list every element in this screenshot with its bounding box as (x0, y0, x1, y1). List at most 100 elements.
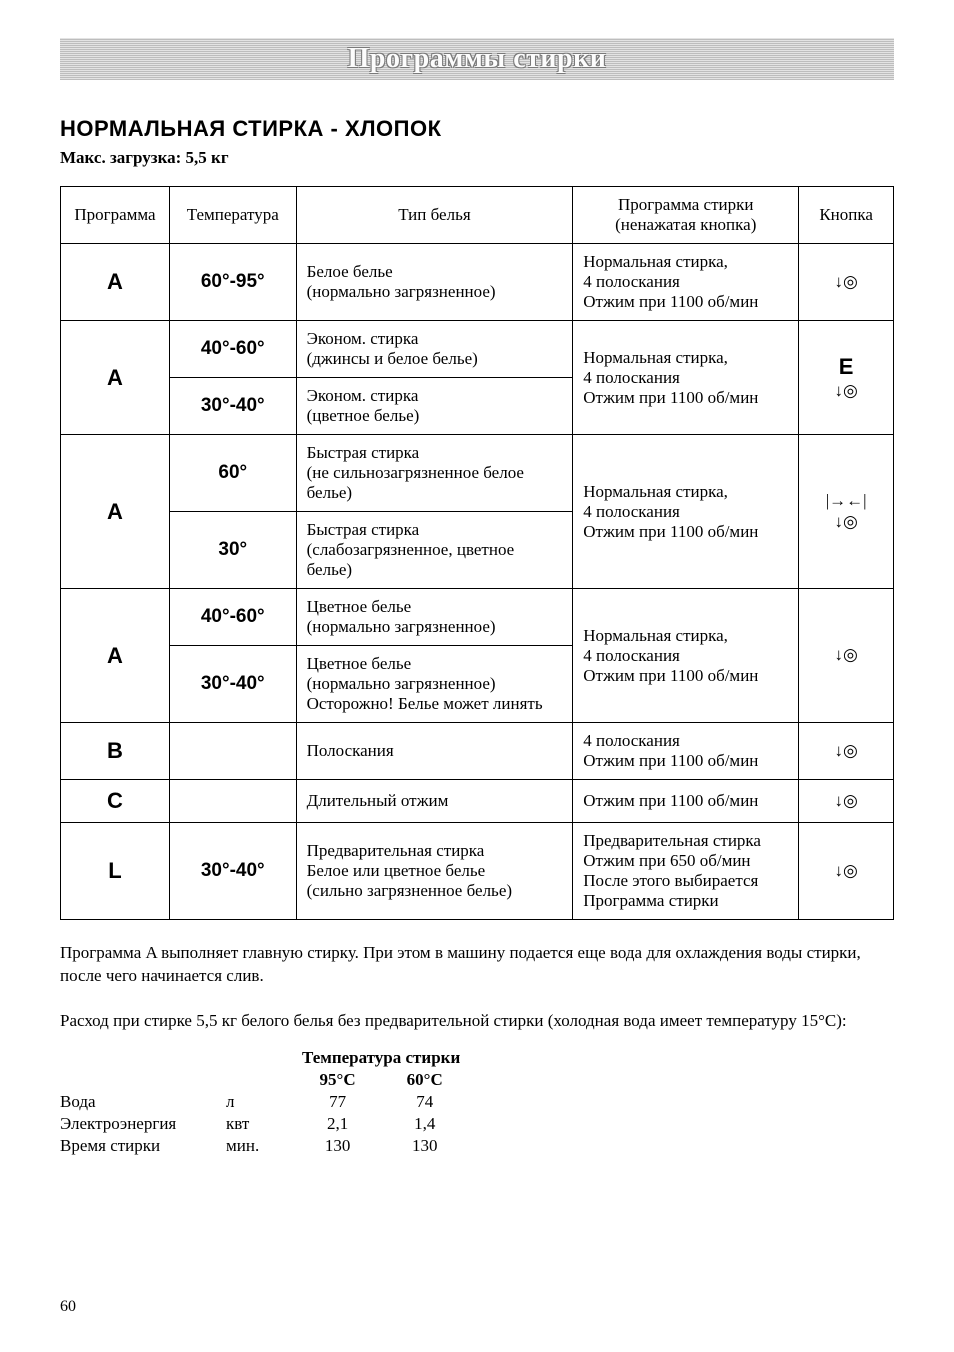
cell-program: A (61, 435, 170, 589)
th-temperature: Температура (169, 187, 296, 244)
program-letter: A (107, 499, 123, 524)
cell-button: ↓◎ (799, 780, 894, 823)
cell-button: ↓◎ (799, 244, 894, 321)
button-letter: E (809, 354, 883, 380)
cell-button: ↓◎ (799, 823, 894, 920)
cell-temperature: 60° (169, 435, 296, 512)
cell-temperature: 30°-40° (169, 378, 296, 435)
consumption-label: Вода (60, 1091, 226, 1113)
temperature-value: 60°-95° (201, 271, 265, 292)
consumption-value: 74 (389, 1091, 476, 1113)
program-letter: A (107, 269, 123, 294)
note-2: Расход при стирке 5,5 кг белого белья бе… (60, 1010, 894, 1033)
cell-wash-program: 4 полосканияОтжим при 1100 об/мин (573, 723, 799, 780)
cell-temperature: 60°-95° (169, 244, 296, 321)
cell-wash-program: Нормальная стирка,4 полосканияОтжим при … (573, 321, 799, 435)
consumption-value: 130 (389, 1135, 476, 1157)
consumption-label: Электроэнергия (60, 1113, 226, 1135)
button-icon-group: ↓◎ (809, 861, 883, 881)
cell-wash-program: Нормальная стирка,4 полосканияОтжим при … (573, 435, 799, 589)
cell-program: L (61, 823, 170, 920)
button-icon: ↓◎ (809, 861, 883, 881)
cell-temperature (169, 723, 296, 780)
cell-button: E↓◎ (799, 321, 894, 435)
programs-table: Программа Температура Тип белья Программ… (60, 186, 894, 920)
consumption-title: Температура стирки (302, 1047, 476, 1069)
page: Программы стирки НОРМАЛЬНАЯ СТИРКА - ХЛО… (0, 0, 954, 1352)
page-number: 60 (60, 1298, 76, 1316)
table-row: A 60°-95° Белое белье(нормально загрязненн… (61, 244, 894, 321)
consumption-row: Электроэнергияквт2,11,4 (60, 1113, 476, 1135)
cell-linen-type: Предварительная стиркаБелое или цветное … (296, 823, 573, 920)
th-program: Программа (61, 187, 170, 244)
cell-wash-program: Нормальная стирка,4 полосканияОтжим при … (573, 589, 799, 723)
consumption-value: 2,1 (302, 1113, 389, 1135)
cell-linen-type: Длительный отжим (296, 780, 573, 823)
button-icon-group: ↓◎ (809, 791, 883, 811)
cell-button: ↓◎ (799, 589, 894, 723)
table-row: A60°Быстрая стирка(не сильнозагрязненное… (61, 435, 894, 512)
max-load-value: 5,5 кг (186, 148, 229, 167)
cell-temperature: 30°-40° (169, 646, 296, 723)
temperature-value: 30° (218, 539, 247, 560)
cell-program: B (61, 723, 170, 780)
table-row: A40°-60°Эконом. стирка(джинсы и белое бе… (61, 321, 894, 378)
table-header-row: Программа Температура Тип белья Программ… (61, 187, 894, 244)
consumption-value: 1,4 (389, 1113, 476, 1135)
temperature-value: 30°-40° (201, 673, 265, 694)
consumption-col-1: 60°C (389, 1069, 476, 1091)
max-load-label: Макс. загрузка: (60, 148, 181, 167)
temperature-value: 30°-40° (201, 395, 265, 416)
cell-button: |→←|↓◎ (799, 435, 894, 589)
cell-linen-type: Быстрая стирка(слабозагрязненное, цветно… (296, 512, 573, 589)
th-wash-program: Программа стирки(ненажатая кнопка) (573, 187, 799, 244)
table-row: B Полоскания4 полосканияОтжим при 1100 об… (61, 723, 894, 780)
button-icon-group: ↓◎ (809, 272, 883, 292)
temperature-value: 30°-40° (201, 860, 265, 881)
consumption-columns-row: 95°C 60°C (60, 1069, 476, 1091)
cell-linen-type: Эконом. стирка(цветное белье) (296, 378, 573, 435)
cell-program: A (61, 244, 170, 321)
button-icon: ↓◎ (809, 381, 883, 401)
cell-linen-type: Полоскания (296, 723, 573, 780)
note-1: Программа A выполняет главную стирку. Пр… (60, 942, 894, 988)
table-row: A40°-60°Цветное белье(нормально загрязне… (61, 589, 894, 646)
program-letter: A (107, 365, 123, 390)
consumption-block: Температура стирки 95°C 60°C Водал7774Эл… (60, 1047, 894, 1157)
consumption-value: 130 (302, 1135, 389, 1157)
button-icon: ↓◎ (809, 272, 883, 292)
button-icon: ↓◎ (809, 645, 883, 665)
button-icon: |→←| (809, 491, 883, 511)
section-heading: НОРМАЛЬНАЯ СТИРКА - ХЛОПОК (60, 116, 894, 142)
th-button: Кнопка (799, 187, 894, 244)
cell-temperature: 30°-40° (169, 823, 296, 920)
table-row: L 30°-40° Предварительная стиркаБелое или … (61, 823, 894, 920)
cell-linen-type: Белое белье(нормально загрязненное) (296, 244, 573, 321)
program-letter: L (108, 858, 121, 883)
temperature-value: 40°-60° (201, 606, 265, 627)
cell-linen-type: Быстрая стирка(не сильнозагрязненное бел… (296, 435, 573, 512)
max-load: Макс. загрузка: 5,5 кг (60, 148, 894, 168)
cell-temperature: 40°-60° (169, 321, 296, 378)
button-icon-group: ↓◎ (809, 741, 883, 761)
cell-button: ↓◎ (799, 723, 894, 780)
table-body: A 60°-95° Белое белье(нормально загрязненн… (61, 244, 894, 920)
button-icon: ↓◎ (809, 512, 883, 532)
banner-title: Программы стирки (348, 43, 607, 75)
table-row: CДлительный отжимОтжим при 1100 об/мин↓◎ (61, 780, 894, 823)
consumption-unit: мин. (226, 1135, 302, 1157)
button-icon: ↓◎ (809, 791, 883, 811)
program-letter: A (107, 643, 123, 668)
consumption-value: 77 (302, 1091, 389, 1113)
temperature-value: 40°-60° (201, 338, 265, 359)
consumption-label: Время стирки (60, 1135, 226, 1157)
th-linen-type: Тип белья (296, 187, 573, 244)
program-letter: C (107, 788, 123, 813)
cell-program: A (61, 589, 170, 723)
consumption-unit: л (226, 1091, 302, 1113)
banner: Программы стирки (60, 38, 894, 80)
cell-linen-type: Эконом. стирка(джинсы и белое белье) (296, 321, 573, 378)
consumption-col-0: 95°C (302, 1069, 389, 1091)
cell-temperature: 40°-60° (169, 589, 296, 646)
button-icon-group: |→←|↓◎ (809, 491, 883, 532)
